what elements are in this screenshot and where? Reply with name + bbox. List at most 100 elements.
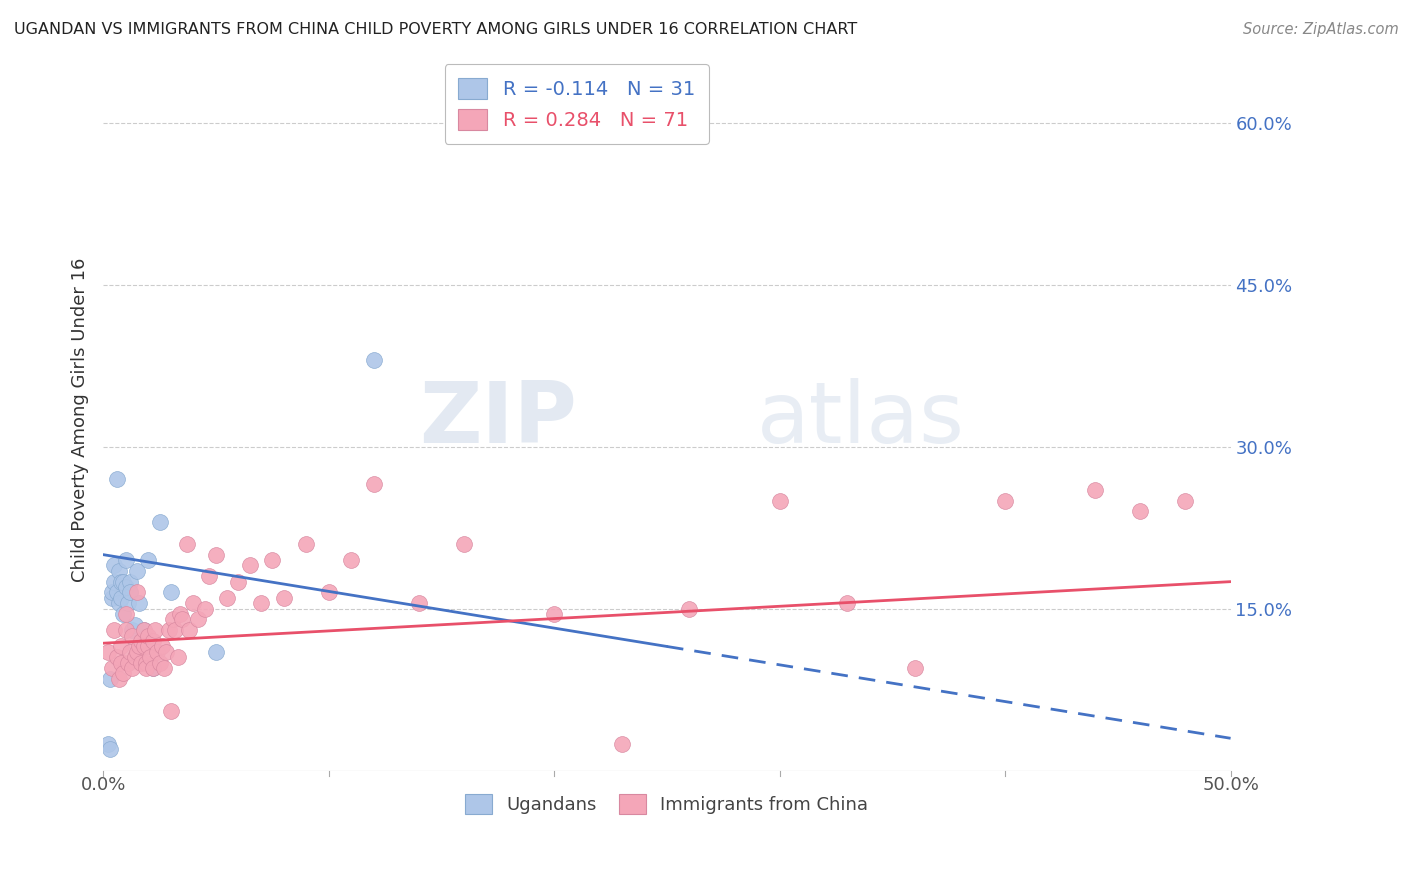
Point bbox=[453, 537, 475, 551]
Point bbox=[108, 596, 131, 610]
Point bbox=[148, 656, 170, 670]
Point bbox=[135, 661, 157, 675]
Point bbox=[273, 591, 295, 605]
Point bbox=[162, 612, 184, 626]
Point bbox=[187, 612, 209, 626]
Text: UGANDAN VS IMMIGRANTS FROM CHINA CHILD POVERTY AMONG GIRLS UNDER 16 CORRELATION : UGANDAN VS IMMIGRANTS FROM CHINA CHILD P… bbox=[14, 22, 858, 37]
Point bbox=[98, 742, 121, 756]
Point bbox=[295, 537, 318, 551]
Point bbox=[408, 596, 430, 610]
Point bbox=[101, 591, 124, 605]
Point bbox=[132, 640, 155, 654]
Point bbox=[170, 612, 193, 626]
Point bbox=[146, 645, 169, 659]
Point bbox=[117, 596, 139, 610]
Point bbox=[205, 645, 228, 659]
Point bbox=[1174, 493, 1197, 508]
Point bbox=[205, 548, 228, 562]
Point bbox=[114, 580, 136, 594]
Point bbox=[136, 640, 159, 654]
Point bbox=[176, 537, 198, 551]
Text: atlas: atlas bbox=[756, 378, 965, 461]
Point bbox=[121, 629, 143, 643]
Point bbox=[318, 585, 340, 599]
Point bbox=[98, 672, 121, 686]
Point bbox=[108, 672, 131, 686]
Point bbox=[105, 472, 128, 486]
Point bbox=[363, 477, 385, 491]
Point bbox=[110, 591, 132, 605]
Point bbox=[132, 624, 155, 638]
Point bbox=[121, 624, 143, 638]
Point bbox=[105, 585, 128, 599]
Point bbox=[157, 624, 180, 638]
Point bbox=[143, 624, 166, 638]
Point bbox=[837, 596, 859, 610]
Point bbox=[120, 585, 142, 599]
Point bbox=[1129, 504, 1152, 518]
Point bbox=[128, 640, 150, 654]
Point bbox=[105, 650, 128, 665]
Point bbox=[121, 661, 143, 675]
Point bbox=[103, 558, 125, 573]
Point bbox=[112, 607, 135, 621]
Point bbox=[112, 666, 135, 681]
Point bbox=[125, 585, 148, 599]
Point bbox=[142, 661, 165, 675]
Point bbox=[136, 629, 159, 643]
Point bbox=[610, 737, 633, 751]
Point bbox=[114, 624, 136, 638]
Point bbox=[124, 618, 146, 632]
Point bbox=[139, 650, 162, 665]
Point bbox=[131, 656, 153, 670]
Point bbox=[114, 607, 136, 621]
Point bbox=[101, 585, 124, 599]
Point bbox=[159, 704, 181, 718]
Point bbox=[135, 656, 157, 670]
Point bbox=[994, 493, 1017, 508]
Point bbox=[194, 601, 217, 615]
Point bbox=[101, 661, 124, 675]
Point bbox=[250, 596, 273, 610]
Point bbox=[103, 574, 125, 589]
Point bbox=[177, 624, 200, 638]
Point bbox=[183, 596, 205, 610]
Point bbox=[110, 640, 132, 654]
Text: Source: ZipAtlas.com: Source: ZipAtlas.com bbox=[1243, 22, 1399, 37]
Point bbox=[148, 515, 170, 529]
Point bbox=[169, 607, 191, 621]
Point bbox=[150, 640, 173, 654]
Point bbox=[262, 553, 284, 567]
Point bbox=[128, 596, 150, 610]
Point bbox=[363, 353, 385, 368]
Point bbox=[117, 656, 139, 670]
Text: ZIP: ZIP bbox=[419, 378, 576, 461]
Point bbox=[97, 737, 120, 751]
Point bbox=[125, 564, 148, 578]
Point bbox=[155, 645, 177, 659]
Point bbox=[239, 558, 262, 573]
Point bbox=[217, 591, 239, 605]
Y-axis label: Child Poverty Among Girls Under 16: Child Poverty Among Girls Under 16 bbox=[72, 258, 89, 582]
Legend: Ugandans, Immigrants from China: Ugandans, Immigrants from China bbox=[454, 783, 879, 825]
Point bbox=[108, 564, 131, 578]
Point bbox=[1084, 483, 1107, 497]
Point bbox=[110, 656, 132, 670]
Point bbox=[228, 574, 250, 589]
Point bbox=[110, 574, 132, 589]
Point bbox=[198, 569, 221, 583]
Point bbox=[904, 661, 927, 675]
Point bbox=[97, 645, 120, 659]
Point bbox=[120, 574, 142, 589]
Point bbox=[120, 645, 142, 659]
Point bbox=[165, 624, 187, 638]
Point bbox=[768, 493, 790, 508]
Point bbox=[166, 650, 188, 665]
Point bbox=[159, 585, 181, 599]
Point bbox=[124, 650, 146, 665]
Point bbox=[678, 601, 700, 615]
Point bbox=[543, 607, 565, 621]
Point bbox=[114, 553, 136, 567]
Point bbox=[340, 553, 363, 567]
Point bbox=[142, 661, 165, 675]
